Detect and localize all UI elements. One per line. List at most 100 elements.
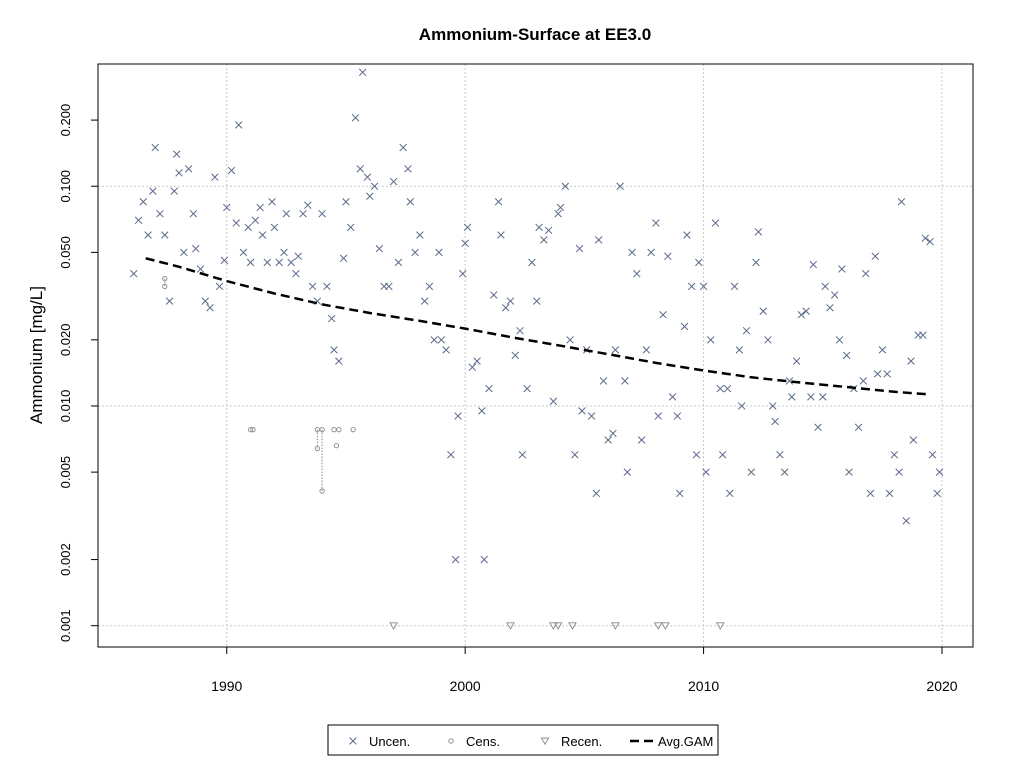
uncen-point	[752, 258, 760, 267]
uncen-point	[356, 165, 365, 173]
uncen-point	[518, 450, 527, 459]
uncen-point	[411, 248, 419, 257]
legend-symbol-recen	[540, 737, 550, 746]
uncen-point	[680, 322, 689, 331]
uncen-point	[430, 336, 438, 344]
uncen-point	[873, 370, 882, 378]
uncen-point	[540, 236, 548, 244]
uncen-point	[351, 113, 360, 122]
uncen-point	[282, 209, 291, 218]
uncen-point	[451, 555, 460, 564]
uncen-point	[389, 177, 398, 186]
uncen-point	[764, 336, 772, 344]
uncen-point	[723, 384, 732, 393]
uncen-point	[170, 187, 179, 195]
uncen-point	[323, 282, 331, 291]
uncen-point	[809, 260, 818, 269]
recen-point	[653, 622, 663, 630]
uncen-point	[814, 423, 822, 432]
legend-label-gam: Avg.GAM	[658, 734, 713, 749]
uncen-point	[435, 248, 443, 257]
cens-point	[162, 275, 168, 282]
uncen-point	[184, 165, 193, 173]
cens-point	[333, 442, 340, 449]
uncen-point	[821, 282, 829, 291]
uncen-point	[196, 265, 205, 273]
uncen-point	[134, 216, 143, 225]
uncen-point	[592, 489, 601, 498]
uncen-point	[172, 150, 181, 158]
uncen-point	[468, 363, 477, 372]
uncen-point	[604, 436, 612, 444]
uncen-point	[692, 450, 701, 459]
uncen-point	[246, 258, 255, 267]
y-tick-label: 0.020	[58, 324, 73, 357]
recen-point	[610, 622, 620, 630]
uncen-point	[566, 336, 574, 344]
cens-point	[319, 427, 325, 433]
uncen-point	[130, 269, 138, 278]
uncen-point	[654, 412, 663, 420]
uncen-point	[447, 450, 455, 459]
x-tick-label: 2010	[688, 678, 719, 694]
uncen-point	[149, 187, 157, 195]
recen-point	[553, 622, 563, 630]
uncen-point	[838, 265, 846, 273]
uncen-point	[442, 346, 450, 354]
uncen-point	[370, 182, 379, 190]
uncen-point	[928, 450, 937, 459]
uncen-point	[244, 223, 252, 232]
uncen-point	[256, 203, 264, 212]
uncen-point	[621, 377, 629, 385]
uncen-point	[139, 197, 148, 206]
uncen-point	[902, 517, 910, 525]
uncen-point	[275, 258, 283, 267]
uncen-point	[211, 173, 219, 181]
uncen-point	[308, 282, 317, 291]
uncen-point	[642, 346, 651, 354]
uncen-point	[394, 258, 403, 267]
uncen-point	[907, 357, 915, 365]
uncen-point	[699, 282, 708, 291]
y-tick-label: 0.005	[58, 456, 73, 489]
uncen-point	[871, 252, 880, 261]
uncen-point	[702, 468, 710, 476]
uncen-point	[497, 231, 505, 239]
uncen-point	[485, 384, 493, 393]
uncen-point	[287, 258, 295, 267]
uncen-point	[919, 331, 927, 339]
uncen-point	[594, 236, 603, 244]
x-tick-label: 1990	[211, 678, 242, 694]
uncen-point	[404, 165, 412, 173]
uncen-point	[463, 223, 472, 232]
uncen-point	[866, 489, 875, 498]
uncen-point	[571, 450, 579, 459]
x-tick-label: 2020	[926, 678, 957, 694]
uncen-point	[664, 252, 672, 261]
uncen-point	[926, 237, 934, 246]
uncen-point	[258, 231, 267, 239]
legend-label-uncen: Uncen.	[369, 734, 410, 749]
uncen-point	[578, 407, 586, 415]
uncen-point	[623, 468, 632, 476]
uncen-point	[294, 252, 303, 261]
uncen-point	[459, 269, 467, 278]
uncen-point	[726, 489, 734, 498]
uncen-point	[633, 269, 641, 278]
uncen-point	[327, 314, 336, 323]
uncen-point	[358, 68, 367, 77]
recen-point	[548, 622, 558, 630]
uncen-point	[251, 216, 260, 225]
legend-symbol-uncen	[349, 737, 357, 745]
uncen-point	[616, 182, 624, 190]
uncen-point	[528, 258, 536, 267]
uncen-point	[792, 357, 801, 365]
uncen-point	[706, 336, 715, 344]
uncen-point	[549, 397, 558, 406]
uncen-point	[609, 429, 617, 438]
y-axis-label: Ammonium [mg/L]	[27, 286, 46, 424]
uncen-point	[575, 244, 584, 253]
uncen-point	[897, 197, 906, 206]
uncen-point	[363, 173, 372, 181]
uncen-point	[599, 377, 608, 385]
